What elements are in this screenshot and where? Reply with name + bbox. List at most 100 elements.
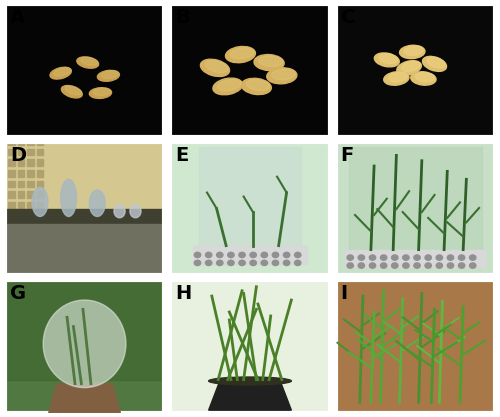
Bar: [8, 202, 14, 208]
Bar: [18, 170, 24, 177]
Bar: [5, 280, 164, 379]
Ellipse shape: [90, 88, 112, 98]
Text: G: G: [10, 284, 26, 303]
Circle shape: [216, 260, 223, 266]
Ellipse shape: [66, 86, 82, 95]
Circle shape: [284, 260, 290, 266]
Bar: [18, 191, 24, 198]
Ellipse shape: [218, 79, 241, 91]
Circle shape: [239, 252, 245, 258]
Ellipse shape: [102, 70, 118, 78]
Circle shape: [448, 255, 454, 260]
Text: H: H: [175, 284, 192, 303]
Polygon shape: [208, 381, 292, 410]
Ellipse shape: [230, 48, 254, 59]
Bar: [18, 138, 24, 145]
Bar: [192, 246, 308, 264]
Bar: [37, 181, 43, 187]
Circle shape: [370, 255, 376, 260]
Circle shape: [358, 255, 364, 260]
Ellipse shape: [50, 67, 72, 79]
Circle shape: [347, 263, 354, 268]
Ellipse shape: [374, 53, 400, 67]
Bar: [18, 202, 24, 208]
Ellipse shape: [254, 55, 284, 70]
Circle shape: [392, 263, 398, 268]
Circle shape: [425, 263, 432, 268]
Ellipse shape: [60, 179, 76, 216]
Ellipse shape: [422, 56, 446, 71]
Ellipse shape: [427, 57, 445, 68]
Bar: [346, 250, 486, 267]
Circle shape: [470, 263, 476, 268]
Circle shape: [402, 255, 409, 260]
Text: D: D: [10, 146, 26, 165]
Text: A: A: [10, 8, 25, 27]
Bar: [28, 191, 34, 198]
Ellipse shape: [404, 46, 423, 55]
Circle shape: [347, 255, 354, 260]
Bar: [28, 149, 34, 156]
Ellipse shape: [213, 78, 242, 95]
Circle shape: [284, 252, 290, 258]
Bar: [18, 149, 24, 156]
Circle shape: [261, 260, 268, 266]
Circle shape: [261, 252, 268, 258]
Circle shape: [228, 252, 234, 258]
Circle shape: [414, 263, 420, 268]
Bar: [28, 170, 34, 177]
Circle shape: [358, 263, 364, 268]
Bar: [8, 181, 14, 187]
Text: E: E: [175, 146, 188, 165]
Text: C: C: [340, 8, 355, 27]
Circle shape: [206, 252, 212, 258]
Bar: [8, 191, 14, 198]
Bar: [28, 202, 34, 208]
Bar: [37, 149, 43, 156]
Circle shape: [194, 252, 200, 258]
Bar: [8, 138, 14, 145]
Ellipse shape: [43, 300, 126, 388]
Circle shape: [380, 263, 387, 268]
Ellipse shape: [114, 204, 125, 218]
Circle shape: [228, 260, 234, 266]
Bar: [5, 142, 164, 215]
Circle shape: [414, 255, 420, 260]
Ellipse shape: [259, 56, 282, 67]
Ellipse shape: [94, 88, 111, 95]
Bar: [8, 159, 14, 166]
Circle shape: [436, 263, 442, 268]
Circle shape: [272, 260, 278, 266]
Ellipse shape: [388, 73, 407, 82]
Circle shape: [458, 255, 465, 260]
Bar: [37, 191, 43, 198]
Circle shape: [392, 255, 398, 260]
Bar: [348, 148, 482, 267]
Bar: [5, 224, 164, 275]
Ellipse shape: [32, 187, 48, 216]
Bar: [37, 138, 43, 145]
Bar: [199, 148, 301, 264]
Circle shape: [250, 252, 256, 258]
Ellipse shape: [397, 60, 421, 75]
Bar: [8, 149, 14, 156]
Circle shape: [206, 260, 212, 266]
Bar: [37, 202, 43, 208]
Bar: [37, 170, 43, 177]
Bar: [8, 170, 14, 177]
Circle shape: [239, 260, 245, 266]
Ellipse shape: [242, 78, 272, 95]
Ellipse shape: [62, 85, 82, 98]
Bar: [18, 159, 24, 166]
Circle shape: [402, 263, 409, 268]
Circle shape: [458, 263, 465, 268]
Circle shape: [294, 252, 301, 258]
Polygon shape: [49, 384, 120, 413]
Text: F: F: [340, 146, 354, 165]
Bar: [5, 208, 164, 224]
Circle shape: [370, 263, 376, 268]
Ellipse shape: [266, 68, 297, 84]
Ellipse shape: [411, 72, 436, 85]
Circle shape: [272, 252, 278, 258]
Bar: [37, 159, 43, 166]
